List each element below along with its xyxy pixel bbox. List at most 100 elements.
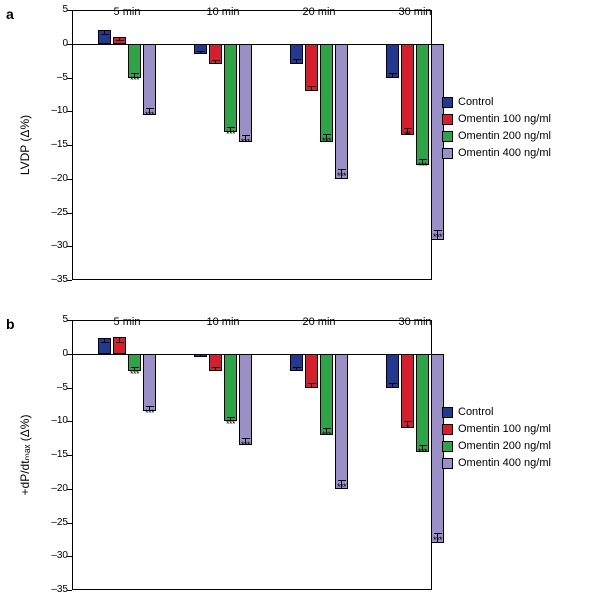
timepoint-label: 20 min (289, 316, 349, 328)
legend-label: Omentin 100 ng/ml (458, 423, 551, 435)
legend-label: Omentin 100 ng/ml (458, 113, 551, 125)
bar (416, 354, 429, 452)
y-tick-mark (67, 421, 72, 422)
significance-marker: ** (399, 130, 416, 140)
y-tick-label: –35 (38, 584, 68, 595)
plot-frame (72, 320, 432, 590)
timepoint-label: 10 min (193, 6, 253, 18)
error-cap (212, 60, 220, 61)
error-cap (101, 342, 109, 343)
y-tick-label: 0 (38, 348, 68, 359)
error-cap (323, 428, 331, 429)
bar (305, 44, 318, 91)
error-cap (404, 128, 412, 129)
legend-row: Omentin 400 ng/ml (442, 456, 551, 470)
error-cap (338, 169, 346, 170)
legend-label: Control (458, 96, 493, 108)
significance-marker: *** (414, 161, 431, 171)
y-tick-label: –5 (38, 72, 68, 83)
error-cap (146, 108, 154, 109)
error-cap (338, 480, 346, 481)
error-cap (293, 367, 301, 368)
legend-swatch (442, 458, 453, 469)
timepoint-label: 5 min (97, 6, 157, 18)
significance-marker: *** (237, 137, 254, 147)
error-cap (131, 73, 139, 74)
bar (224, 44, 237, 132)
y-tick-label: –20 (38, 483, 68, 494)
legend-label: Omentin 200 ng/ml (458, 440, 551, 452)
y-tick-label: –20 (38, 173, 68, 184)
error-cap (116, 40, 124, 41)
zero-line (72, 44, 432, 45)
panel-b: b+dP/dtₘₐₓ (Δ%)–35–30–25–20–15–10–5055 m… (0, 310, 594, 610)
legend-label: Omentin 400 ng/ml (458, 457, 551, 469)
significance-marker: *** (333, 482, 350, 492)
significance-marker: *** (333, 171, 350, 181)
error-cap (227, 127, 235, 128)
bar (401, 354, 414, 428)
legend-label: Omentin 400 ng/ml (458, 147, 551, 159)
timepoint-label: 5 min (97, 316, 157, 328)
y-tick-mark (67, 246, 72, 247)
y-tick-label: –15 (38, 449, 68, 460)
y-tick-mark (67, 455, 72, 456)
figure: aLVDP (Δ%)–35–30–25–20–15–10–5055 min***… (0, 0, 594, 613)
bar (335, 44, 348, 179)
legend: Control Omentin 100 ng/ml Omentin 200 ng/m… (442, 95, 551, 163)
legend-row: Omentin 200 ng/ml (442, 129, 551, 143)
error-cap (197, 51, 205, 52)
legend-swatch (442, 441, 453, 452)
error-cap (419, 445, 427, 446)
panel-a: aLVDP (Δ%)–35–30–25–20–15–10–5055 min***… (0, 0, 594, 300)
y-tick-label: –10 (38, 415, 68, 426)
error-cap (242, 135, 250, 136)
y-tick-mark (67, 213, 72, 214)
bar (401, 44, 414, 135)
panel-letter: b (6, 316, 15, 332)
y-axis-label: LVDP (Δ%) (18, 10, 32, 280)
significance-marker: *** (318, 136, 335, 146)
legend-swatch (442, 97, 453, 108)
significance-marker: *** (237, 440, 254, 450)
bar (239, 44, 252, 142)
bar (386, 354, 399, 388)
y-tick-mark (67, 280, 72, 281)
y-tick-label: –5 (38, 382, 68, 393)
bar (320, 44, 333, 142)
bar (386, 44, 399, 78)
significance-marker: *** (318, 430, 335, 440)
timepoint-label: 10 min (193, 316, 253, 328)
legend-row: Omentin 100 ng/ml (442, 422, 551, 436)
legend-swatch (442, 148, 453, 159)
bar (335, 354, 348, 489)
significance-marker: *** (126, 75, 143, 85)
y-tick-label: –25 (38, 517, 68, 528)
legend-row: Omentin 200 ng/ml (442, 439, 551, 453)
y-tick-label: –25 (38, 207, 68, 218)
legend-swatch (442, 131, 453, 142)
legend-swatch (442, 114, 453, 125)
legend-label: Omentin 200 ng/ml (458, 130, 551, 142)
y-tick-mark (67, 556, 72, 557)
error-cap (101, 34, 109, 35)
significance-marker: *** (429, 535, 446, 545)
error-cap (197, 354, 205, 355)
bar (320, 354, 333, 435)
error-cap (227, 417, 235, 418)
y-tick-label: 5 (38, 4, 68, 15)
significance-marker: *** (414, 447, 431, 457)
legend-row: Control (442, 95, 551, 109)
error-cap (293, 59, 301, 60)
bar (143, 44, 156, 115)
bar (143, 354, 156, 411)
error-cap (419, 159, 427, 160)
y-tick-label: –30 (38, 240, 68, 251)
error-cap (308, 383, 316, 384)
y-tick-mark (67, 179, 72, 180)
y-tick-mark (67, 590, 72, 591)
y-tick-label: –35 (38, 274, 68, 285)
legend-row: Omentin 400 ng/ml (442, 146, 551, 160)
panel-letter: a (6, 6, 14, 22)
y-tick-label: –10 (38, 105, 68, 116)
